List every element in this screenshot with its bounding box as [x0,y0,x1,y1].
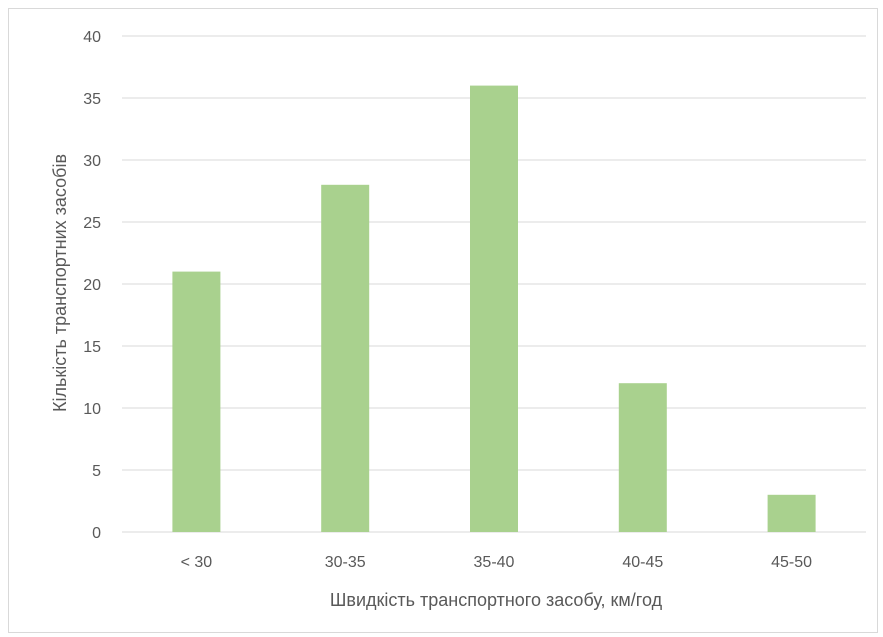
bar-1 [172,271,221,532]
x-axis-ticks: < 30 30-35 35-40 40-45 45-50 [181,554,813,571]
x-tick-label: < 30 [181,554,213,571]
y-tick-label: 20 [83,277,101,294]
y-tick-label: 40 [83,29,101,46]
bar-5 [767,494,816,532]
y-axis-title: Кількість транспортних засобів [50,154,70,412]
y-tick-label: 0 [92,525,101,542]
y-tick-label: 25 [83,215,101,232]
x-tick-label: 30-35 [325,554,366,571]
y-tick-label: 10 [83,401,101,418]
x-tick-label: 40-45 [622,554,663,571]
bars [172,85,816,533]
y-tick-label: 15 [83,339,101,356]
y-tick-label: 30 [83,153,101,170]
bar-3 [470,85,518,532]
chart-frame [8,8,878,633]
bar-2 [321,184,370,533]
x-axis-title: Швидкість транспортного засобу, км/год [330,590,663,610]
y-tick-label: 35 [83,91,101,108]
y-tick-label: 5 [92,463,101,480]
bar-4 [618,383,667,532]
x-tick-label: 35-40 [474,554,515,571]
x-tick-label: 45-50 [771,554,812,571]
y-axis-ticks: 0 5 10 15 20 25 30 35 40 [83,29,101,542]
